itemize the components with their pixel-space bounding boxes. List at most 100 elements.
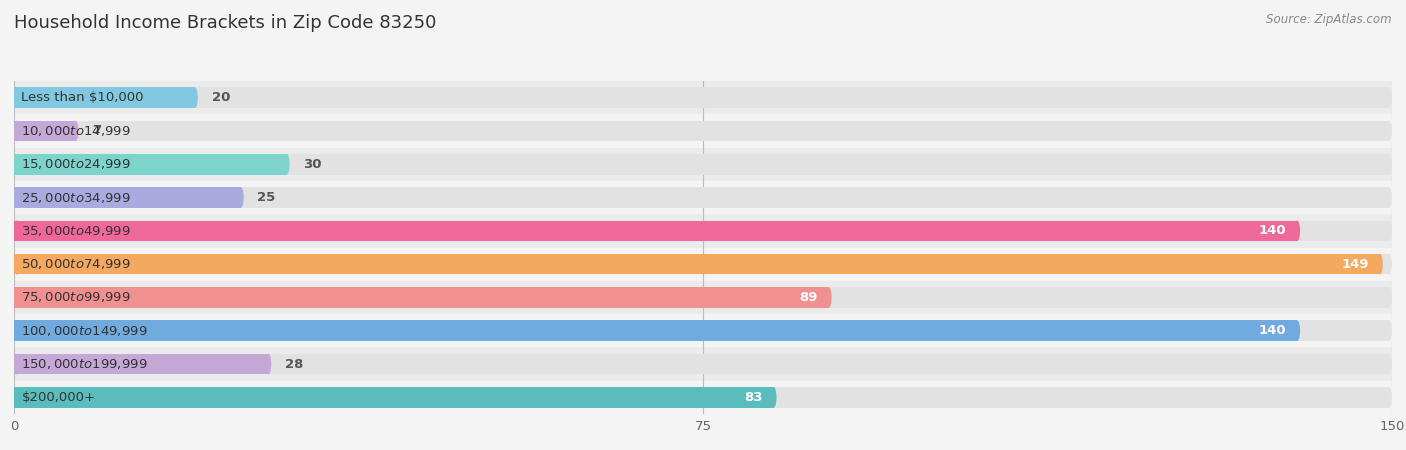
- Bar: [14, 254, 17, 274]
- Bar: [14, 387, 17, 408]
- Text: $200,000+: $200,000+: [21, 391, 96, 404]
- Circle shape: [14, 354, 20, 374]
- Text: $35,000 to $49,999: $35,000 to $49,999: [21, 224, 131, 238]
- Bar: [14, 87, 1389, 108]
- Circle shape: [14, 387, 20, 408]
- Circle shape: [14, 87, 20, 108]
- Text: 149: 149: [1341, 258, 1369, 270]
- Circle shape: [1386, 254, 1392, 274]
- Circle shape: [14, 187, 20, 208]
- Text: 7: 7: [93, 125, 101, 137]
- Bar: [14, 320, 1298, 341]
- Text: $25,000 to $34,999: $25,000 to $34,999: [21, 190, 131, 205]
- Circle shape: [1386, 154, 1392, 175]
- Text: 20: 20: [211, 91, 231, 104]
- Bar: [14, 121, 76, 141]
- Circle shape: [14, 121, 20, 141]
- Circle shape: [14, 287, 20, 308]
- Text: $100,000 to $149,999: $100,000 to $149,999: [21, 324, 148, 338]
- Circle shape: [825, 287, 831, 308]
- Bar: [14, 347, 1392, 381]
- Bar: [14, 154, 287, 175]
- Bar: [14, 220, 17, 241]
- Circle shape: [1376, 254, 1382, 274]
- Circle shape: [14, 154, 20, 175]
- Bar: [14, 187, 1389, 208]
- Bar: [14, 154, 17, 175]
- Text: 25: 25: [257, 191, 276, 204]
- Bar: [14, 254, 1379, 274]
- Circle shape: [14, 287, 20, 308]
- Bar: [14, 254, 1389, 274]
- Bar: [14, 187, 17, 208]
- Circle shape: [284, 154, 290, 175]
- Bar: [14, 148, 1392, 181]
- Circle shape: [14, 121, 20, 141]
- Circle shape: [238, 187, 243, 208]
- Text: 83: 83: [744, 391, 762, 404]
- Bar: [14, 114, 1392, 148]
- Circle shape: [14, 354, 20, 374]
- Bar: [14, 387, 1389, 408]
- Circle shape: [14, 187, 20, 208]
- Circle shape: [14, 320, 20, 341]
- Bar: [14, 87, 17, 108]
- Bar: [14, 314, 1392, 347]
- Text: 140: 140: [1258, 324, 1286, 337]
- Bar: [14, 320, 1389, 341]
- Text: $50,000 to $74,999: $50,000 to $74,999: [21, 257, 131, 271]
- Circle shape: [1386, 220, 1392, 241]
- Circle shape: [266, 354, 271, 374]
- Bar: [14, 287, 1389, 308]
- Circle shape: [14, 87, 20, 108]
- Text: Less than $10,000: Less than $10,000: [21, 91, 143, 104]
- Circle shape: [14, 254, 20, 274]
- Bar: [14, 214, 1392, 248]
- Bar: [14, 87, 195, 108]
- Text: $10,000 to $14,999: $10,000 to $14,999: [21, 124, 131, 138]
- Circle shape: [1386, 354, 1392, 374]
- Circle shape: [193, 87, 198, 108]
- Text: $150,000 to $199,999: $150,000 to $199,999: [21, 357, 148, 371]
- Bar: [14, 248, 1392, 281]
- Circle shape: [1386, 187, 1392, 208]
- Bar: [14, 354, 1389, 374]
- Circle shape: [14, 220, 20, 241]
- Circle shape: [14, 154, 20, 175]
- Bar: [14, 220, 1298, 241]
- Bar: [14, 287, 828, 308]
- Bar: [14, 354, 269, 374]
- Circle shape: [14, 254, 20, 274]
- Bar: [14, 154, 1389, 175]
- Circle shape: [1386, 387, 1392, 408]
- Bar: [14, 281, 1392, 314]
- Bar: [14, 121, 17, 141]
- Text: $75,000 to $99,999: $75,000 to $99,999: [21, 290, 131, 305]
- Bar: [14, 87, 17, 108]
- Bar: [14, 287, 17, 308]
- Text: 89: 89: [800, 291, 818, 304]
- Bar: [14, 287, 17, 308]
- Bar: [14, 181, 1392, 214]
- Bar: [14, 354, 17, 374]
- Bar: [14, 121, 17, 141]
- Circle shape: [1386, 287, 1392, 308]
- Bar: [14, 381, 1392, 414]
- Text: 28: 28: [285, 358, 304, 370]
- Bar: [14, 187, 240, 208]
- Circle shape: [770, 387, 776, 408]
- Circle shape: [14, 387, 20, 408]
- Bar: [14, 81, 1392, 114]
- Bar: [14, 254, 17, 274]
- Bar: [14, 121, 1389, 141]
- Circle shape: [1386, 121, 1392, 141]
- Circle shape: [1295, 220, 1301, 241]
- Bar: [14, 354, 17, 374]
- Bar: [14, 220, 1389, 241]
- Bar: [14, 320, 17, 341]
- Bar: [14, 220, 17, 241]
- Text: Source: ZipAtlas.com: Source: ZipAtlas.com: [1267, 14, 1392, 27]
- Circle shape: [1386, 320, 1392, 341]
- Circle shape: [73, 121, 79, 141]
- Text: 30: 30: [304, 158, 322, 171]
